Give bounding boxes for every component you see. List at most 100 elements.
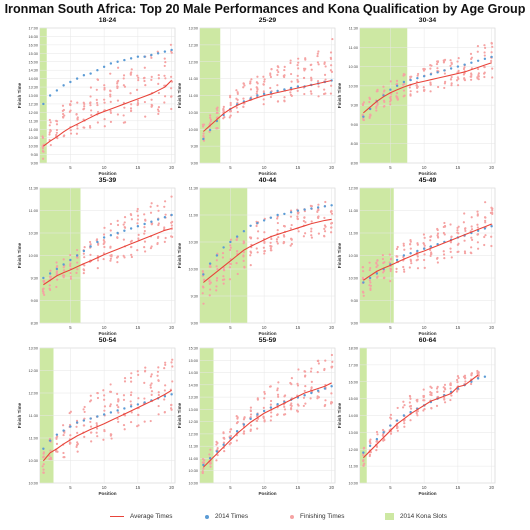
x-tick-label: 15: [456, 485, 461, 490]
finishing-time-point: [222, 432, 225, 435]
y-axis-label: Finish Time: [337, 82, 342, 108]
y2014-time-point: [136, 225, 140, 228]
x-tick-label: 20: [489, 325, 494, 330]
finishing-time-point: [330, 231, 333, 234]
finishing-time-point: [282, 234, 286, 237]
finishing-time-point: [276, 100, 280, 103]
y2014-time-point: [150, 53, 153, 57]
finishing-time-point: [62, 451, 65, 455]
finishing-time-point: [395, 91, 399, 95]
legend-label: 2014 Times: [215, 513, 249, 520]
y-tick-label: 10:30: [188, 241, 198, 245]
finishing-time-point: [116, 82, 119, 85]
finishing-time-point: [96, 254, 99, 258]
y2014-time-point: [316, 206, 320, 209]
finishing-time-point: [76, 450, 79, 453]
y2014-time-point: [143, 222, 146, 226]
finishing-time-point: [83, 246, 86, 249]
finishing-time-point: [209, 118, 212, 121]
y2014-time-point: [375, 272, 379, 275]
finishing-time-point: [109, 383, 112, 386]
y-tick-label: 11:30: [189, 77, 198, 81]
finishing-time-point: [229, 244, 232, 247]
finishing-time-point: [269, 75, 273, 79]
finishing-time-point: [208, 130, 211, 134]
finishing-time-point: [149, 386, 152, 389]
finishing-time-point: [270, 411, 273, 414]
finishing-time-point: [310, 230, 313, 233]
y-tick-label: 10:00: [348, 277, 358, 281]
average-line: [203, 79, 332, 132]
subplot-title: 50-54: [99, 337, 117, 344]
finishing-time-point: [69, 434, 72, 437]
finishing-time-point: [362, 447, 365, 450]
finishing-time-point: [317, 232, 320, 235]
finishing-time-point: [235, 106, 238, 109]
finishing-time-point: [55, 131, 58, 134]
y-tick-label: 9:30: [31, 277, 38, 281]
finishing-time-point: [55, 437, 58, 440]
finishing-time-point: [55, 128, 59, 132]
finishing-time-point: [463, 376, 467, 379]
finishing-time-point: [149, 211, 153, 214]
finishing-time-point: [82, 424, 85, 427]
finishing-time-point: [369, 438, 372, 441]
finishing-time-point: [476, 210, 479, 213]
plot-area: [199, 347, 336, 484]
finishing-time-point: [463, 252, 467, 255]
finishing-time-point: [423, 253, 426, 256]
finishing-time-point: [290, 242, 293, 246]
finishing-time-point: [442, 253, 446, 256]
finishing-time-point: [375, 262, 378, 265]
finishing-time-point: [83, 417, 86, 420]
finishing-time-point: [136, 214, 140, 217]
finishing-time-point: [389, 98, 393, 102]
y2014-time-point: [283, 88, 286, 91]
y-tick-label: 11:00: [349, 465, 358, 469]
finishing-time-point: [283, 68, 286, 72]
finishing-time-point: [76, 127, 79, 130]
finishing-time-point: [249, 409, 252, 413]
finishing-time-point: [144, 84, 147, 87]
finishing-time-point: [103, 240, 106, 243]
finishing-time-point: [437, 236, 440, 239]
y-tick-label: 17:00: [28, 27, 38, 31]
x-axis-label: Position: [258, 331, 276, 336]
finishing-time-point: [375, 105, 378, 108]
finishing-time-point: [123, 85, 127, 88]
y2014-time-point: [109, 62, 113, 65]
finishing-time-point: [129, 376, 133, 380]
finishing-time-point: [310, 227, 313, 230]
legend-item: Average Times: [110, 513, 173, 520]
y2014-time-point: [242, 230, 246, 233]
finishing-time-point: [382, 99, 386, 102]
finishing-time-point: [130, 391, 133, 394]
finishing-time-point: [470, 228, 474, 231]
finishing-time-point: [123, 106, 126, 109]
finishing-time-point: [368, 279, 371, 282]
finishing-time-point: [89, 431, 93, 434]
y2014-time-point: [82, 74, 86, 77]
finishing-time-point: [103, 118, 106, 121]
finishing-time-point: [163, 240, 166, 243]
finishing-time-point: [316, 371, 319, 374]
legend-symbol: [110, 515, 124, 518]
finishing-time-point: [69, 441, 72, 445]
finishing-time-point: [216, 441, 219, 445]
finishing-time-point: [490, 59, 493, 63]
finishing-time-point: [283, 100, 286, 103]
finishing-time-point: [276, 413, 279, 416]
finishing-time-point: [130, 411, 133, 414]
average-line: [203, 218, 332, 283]
finishing-time-point: [202, 461, 205, 464]
finishing-time-point: [449, 383, 452, 386]
finishing-time-point: [263, 249, 266, 253]
y2014-time-point: [389, 424, 392, 427]
subplot-title: 30-34: [419, 17, 437, 24]
finishing-time-point: [483, 65, 486, 68]
finishing-time-point: [491, 67, 494, 70]
finishing-time-point: [375, 265, 378, 269]
finishing-time-point: [123, 428, 126, 431]
finishing-time-point: [42, 150, 45, 153]
finishing-time-point: [389, 80, 392, 83]
